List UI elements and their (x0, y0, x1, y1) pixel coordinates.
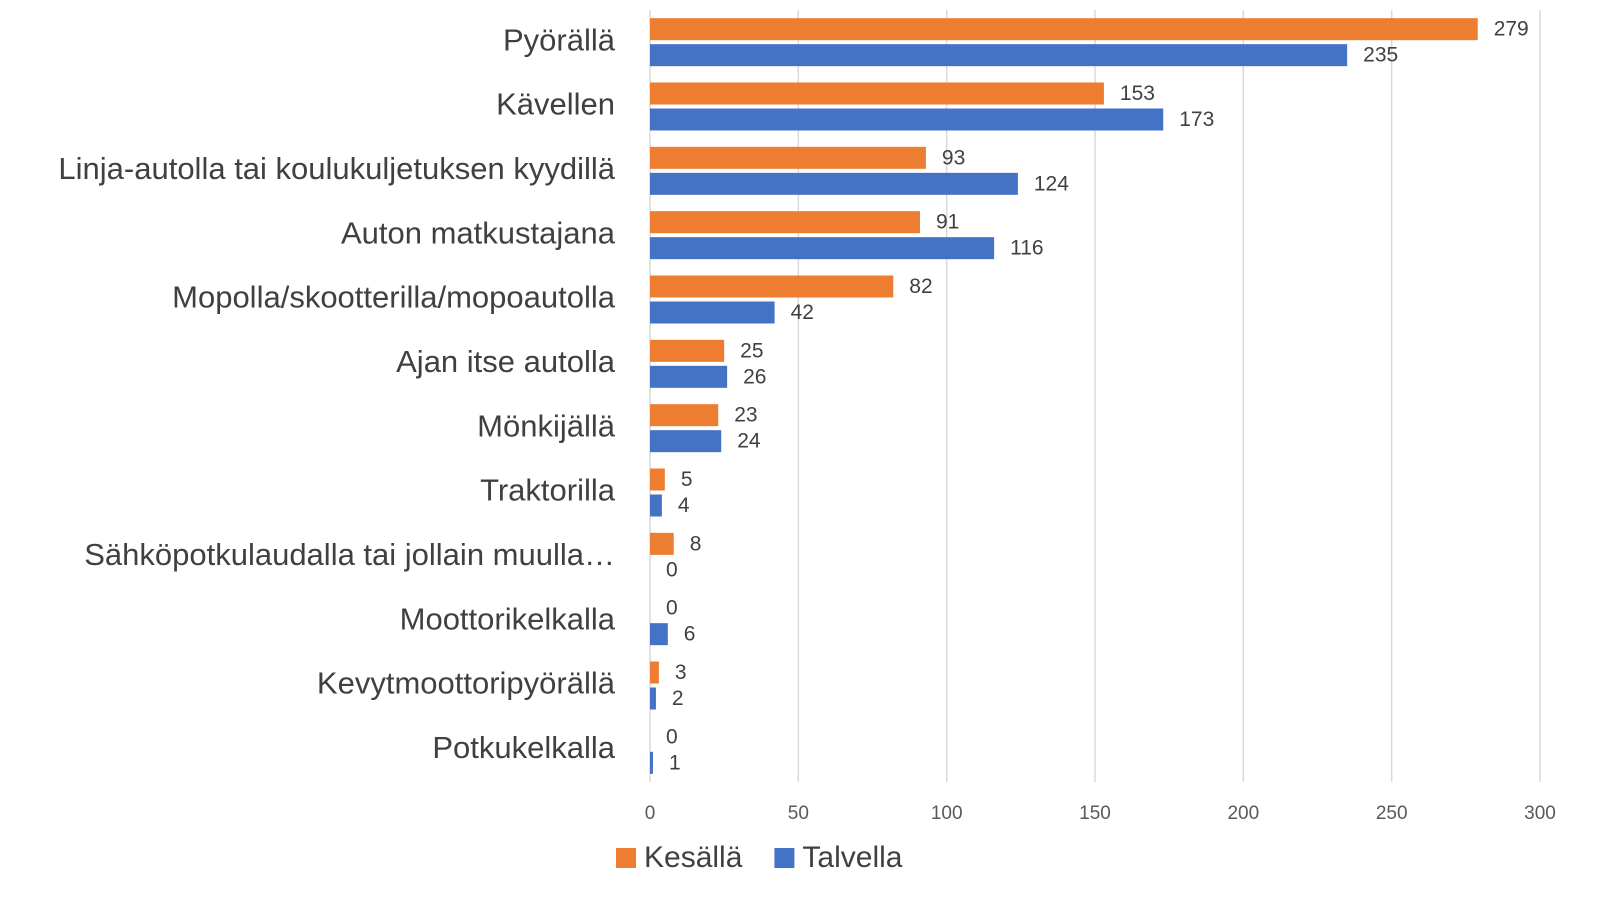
data-label: 91 (936, 211, 959, 234)
data-label: 93 (942, 146, 965, 169)
x-tick-label: 250 (1376, 803, 1408, 824)
data-label: 23 (734, 404, 757, 427)
data-label: 173 (1179, 108, 1214, 131)
legend-swatch (616, 848, 636, 868)
data-label: 6 (684, 623, 696, 646)
bar (650, 146, 926, 169)
data-label: 153 (1120, 82, 1155, 105)
data-label: 8 (690, 532, 702, 555)
y-tick-label: Mopolla/skootterilla/mopoautolla (172, 280, 616, 315)
bar (650, 301, 775, 324)
data-label: 4 (678, 494, 690, 517)
x-tick-label: 0 (645, 803, 656, 824)
legend-label: Talvella (802, 841, 902, 874)
bar (650, 468, 665, 491)
data-label: 0 (666, 558, 678, 581)
x-tick-label: 300 (1524, 803, 1556, 824)
legend-label: Kesällä (644, 841, 743, 874)
y-tick-label: Potkukelkalla (432, 730, 615, 765)
data-label: 25 (740, 339, 763, 362)
y-tick-label: Moottorikelkalla (400, 601, 616, 636)
y-tick-label: Sähköpotkulaudalla tai jollain muulla… (84, 537, 615, 572)
data-label: 42 (791, 301, 814, 324)
bar (650, 430, 722, 453)
bar (650, 404, 719, 427)
y-tick-label: Traktorilla (480, 473, 616, 508)
x-tick-label: 150 (1079, 803, 1111, 824)
data-label: 279 (1494, 18, 1529, 41)
data-label: 235 (1363, 44, 1398, 67)
bar (650, 687, 656, 710)
data-label: 0 (666, 725, 678, 748)
bar (650, 494, 662, 517)
legend-swatch (774, 848, 795, 868)
bar (650, 237, 995, 260)
bar (650, 661, 659, 684)
y-tick-label: Kävellen (496, 87, 615, 122)
bar (650, 172, 1018, 195)
data-label: 1 (669, 751, 681, 774)
y-tick-label: Mönkijällä (477, 408, 616, 443)
data-label: 5 (681, 468, 693, 491)
bar (650, 211, 920, 234)
data-label: 116 (1010, 237, 1043, 260)
data-label: 3 (675, 661, 687, 684)
y-tick-label: Pyörällä (503, 22, 616, 57)
data-label: 0 (666, 597, 678, 620)
y-tick-label: Auton matkustajana (341, 215, 616, 250)
bar (650, 751, 653, 774)
y-tick-label: Kevytmoottoripyörällä (317, 666, 616, 701)
y-tick-label: Linja-autolla tai koulukuljetuksen kyydi… (58, 151, 615, 186)
bar (650, 339, 725, 362)
data-label: 124 (1034, 172, 1069, 195)
data-label: 82 (909, 275, 932, 298)
bar (650, 275, 894, 298)
x-tick-label: 50 (788, 803, 809, 824)
data-label: 2 (672, 687, 684, 710)
bar (650, 18, 1478, 41)
bar (650, 44, 1348, 67)
y-tick-label: Ajan itse autolla (396, 344, 616, 379)
bar (650, 82, 1104, 105)
data-label: 24 (737, 430, 761, 453)
bar (650, 623, 668, 646)
bar (650, 365, 728, 388)
data-label: 26 (743, 365, 766, 388)
x-tick-label: 100 (931, 803, 963, 824)
bar (650, 108, 1164, 131)
bar (650, 532, 674, 555)
x-tick-label: 200 (1227, 803, 1259, 824)
